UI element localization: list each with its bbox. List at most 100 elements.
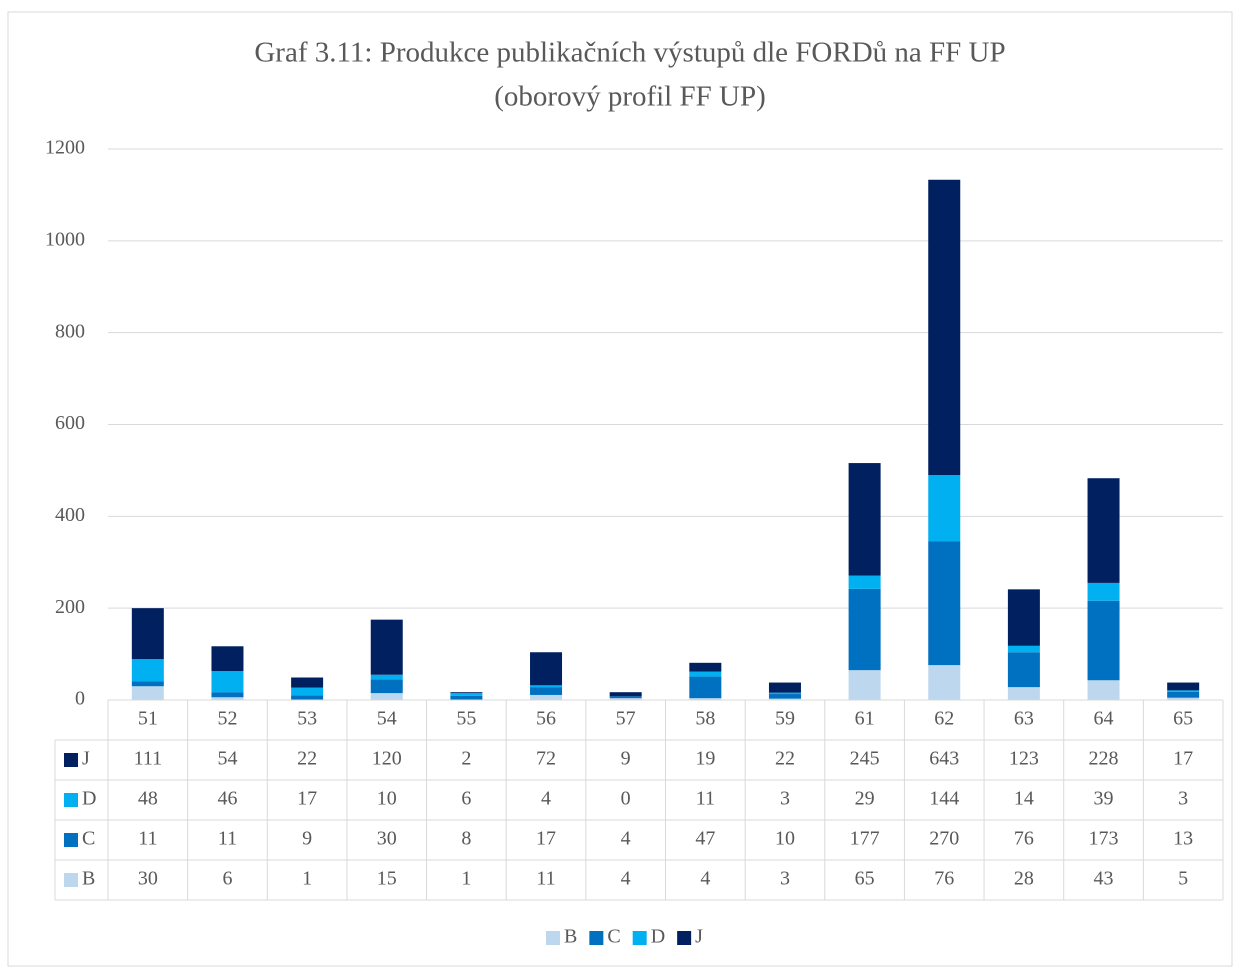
x-tick-label: 64 [1094, 708, 1114, 730]
table-value: 76 [1014, 828, 1034, 850]
y-tick-label: 200 [55, 596, 85, 618]
table-value: 29 [855, 788, 875, 810]
x-tick-label: 63 [1014, 708, 1034, 730]
legend-label: C [607, 926, 620, 948]
legend-label: D [651, 926, 665, 948]
bar-segment [928, 180, 960, 475]
table-value: 245 [850, 748, 880, 770]
legend-key [546, 931, 560, 945]
y-tick-label: 1200 [45, 137, 85, 159]
table-value: 30 [138, 868, 158, 890]
bar-segment [689, 663, 721, 672]
bar-segment [371, 620, 403, 675]
legend-label: B [564, 926, 577, 948]
bar-segment [689, 672, 721, 677]
bar-segment [1008, 589, 1040, 645]
table-value: 48 [138, 788, 158, 810]
table-value: 123 [1009, 748, 1039, 770]
bar-segment [1008, 687, 1040, 700]
x-tick-label: 65 [1173, 708, 1193, 730]
table-value: 173 [1089, 828, 1119, 850]
bar-segment [1088, 478, 1120, 583]
table-value: 6 [461, 788, 471, 810]
chart-title: Graf 3.11: Produkce publikačních výstupů… [254, 37, 1005, 69]
table-value: 6 [222, 868, 232, 890]
table-series-label: C [82, 828, 95, 850]
bar-segment [291, 695, 323, 699]
bar-segment [450, 696, 482, 700]
bar-segment [530, 687, 562, 695]
x-tick-label: 58 [695, 708, 715, 730]
table-value: 4 [621, 828, 631, 850]
x-tick-label: 53 [297, 708, 317, 730]
legend-label: J [695, 926, 703, 948]
bar-segment [211, 671, 243, 692]
x-tick-label: 59 [775, 708, 795, 730]
bar-segment [849, 576, 881, 589]
table-legend-key [64, 793, 78, 807]
table-value: 30 [377, 828, 397, 850]
bar-segment [1167, 692, 1199, 698]
bar-segment [849, 463, 881, 575]
table-value: 43 [1094, 868, 1114, 890]
table-value: 9 [621, 748, 631, 770]
bar-segment [530, 695, 562, 700]
table-value: 17 [536, 828, 556, 850]
table-value: 46 [217, 788, 237, 810]
legend-key [633, 931, 647, 945]
table-value: 22 [775, 748, 795, 770]
table-value: 4 [541, 788, 551, 810]
y-tick-label: 800 [55, 320, 85, 342]
legend-key [677, 931, 691, 945]
table-legend-key [64, 873, 78, 887]
table-value: 65 [855, 868, 875, 890]
bar-segment [610, 692, 642, 696]
table-value: 17 [1173, 748, 1193, 770]
table-value: 17 [297, 788, 317, 810]
table-value: 47 [695, 828, 715, 850]
table-value: 228 [1089, 748, 1119, 770]
table-value: 177 [850, 828, 880, 850]
chart-border [8, 12, 1232, 966]
chart-subtitle: (oborový profil FF UP) [494, 81, 765, 113]
bar-segment [291, 688, 323, 696]
bar-segment [928, 541, 960, 665]
table-value: 14 [1014, 788, 1034, 810]
table-value: 13 [1173, 828, 1193, 850]
bar-segment [132, 608, 164, 659]
table-value: 4 [621, 868, 631, 890]
table-value: 1 [302, 868, 312, 890]
x-tick-label: 57 [616, 708, 636, 730]
table-value: 15 [377, 868, 397, 890]
table-value: 0 [621, 788, 631, 810]
y-tick-label: 0 [75, 688, 85, 710]
bar-segment [371, 679, 403, 693]
bar-segment [610, 696, 642, 698]
table-value: 111 [134, 748, 163, 770]
bar-segment [1088, 583, 1120, 601]
table-series-label: B [82, 868, 95, 890]
table-value: 3 [780, 788, 790, 810]
table-value: 54 [217, 748, 237, 770]
table-value: 270 [929, 828, 959, 850]
table-value: 11 [536, 868, 555, 890]
x-tick-label: 51 [138, 708, 158, 730]
bar-segment [1167, 683, 1199, 691]
table-value: 120 [372, 748, 402, 770]
y-tick-label: 600 [55, 412, 85, 434]
bar-segment [291, 678, 323, 688]
x-tick-label: 61 [855, 708, 875, 730]
bar-segment [1088, 680, 1120, 700]
bar-segment [132, 681, 164, 686]
bar-segment [928, 665, 960, 700]
bar-segment [1088, 601, 1120, 680]
table-value: 8 [461, 828, 471, 850]
bar-segment [1008, 646, 1040, 652]
bar-segment [849, 670, 881, 700]
table-series-label: J [82, 748, 90, 770]
table-value: 2 [461, 748, 471, 770]
x-tick-label: 55 [456, 708, 476, 730]
table-value: 76 [934, 868, 954, 890]
y-tick-label: 400 [55, 504, 85, 526]
x-tick-label: 52 [217, 708, 237, 730]
